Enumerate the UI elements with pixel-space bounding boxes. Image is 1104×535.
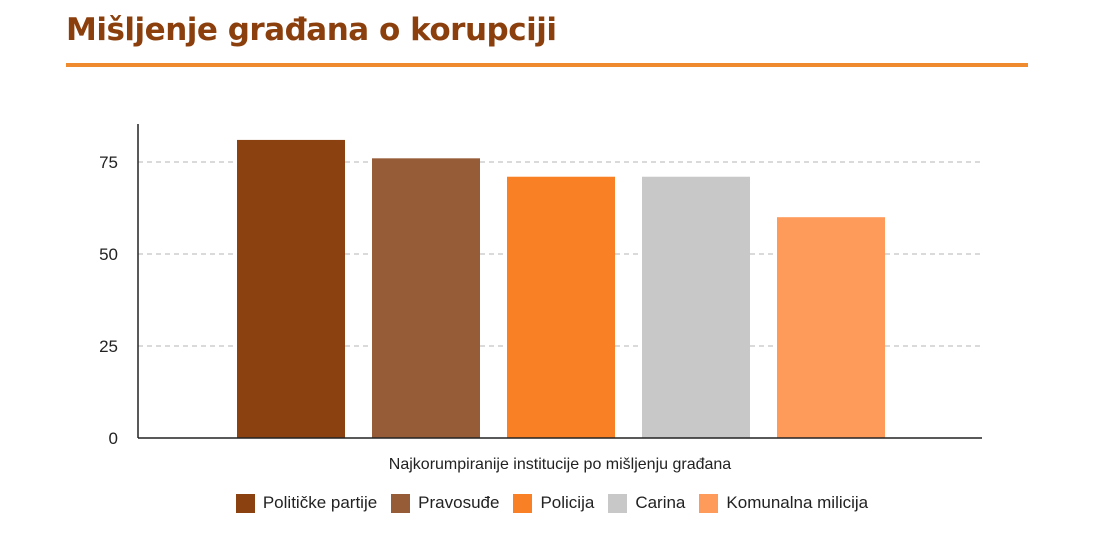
- legend-swatch: [608, 493, 628, 513]
- legend-label: Pravosuđe: [418, 493, 500, 512]
- y-tick-label-75: 75: [99, 153, 118, 172]
- legend: Političke partije Pravosuđe Policija Carina…: [0, 493, 1104, 513]
- legend-label: Carina: [635, 493, 686, 512]
- y-tick-label-50: 50: [99, 245, 118, 264]
- bar-carina[interactable]: [642, 176, 750, 438]
- legend-swatch: [391, 493, 411, 513]
- bar-pravosu-e[interactable]: [372, 158, 480, 438]
- legend-item[interactable]: Pravosuđe: [391, 493, 499, 513]
- title-underline: [66, 63, 1028, 67]
- legend-swatch: [699, 493, 719, 513]
- legend-item[interactable]: Političke partije: [235, 493, 378, 513]
- legend-swatch: [235, 493, 255, 513]
- chart-title: Mišljenje građana o korupciji: [66, 12, 557, 48]
- bar-policija[interactable]: [507, 176, 615, 438]
- legend-item[interactable]: Komunalna milicija: [699, 493, 868, 513]
- legend-item[interactable]: Carina: [608, 493, 685, 513]
- x-axis-label: Najkorumpiranije institucije po mišljenj…: [389, 456, 731, 473]
- legend-label: Policija: [540, 493, 595, 512]
- legend-label: Komunalna milicija: [726, 493, 869, 512]
- legend-item[interactable]: Policija: [513, 493, 594, 513]
- y-tick-label-25: 25: [99, 337, 118, 356]
- y-tick-label-0: 0: [109, 429, 118, 448]
- legend-label: Političke partije: [262, 493, 378, 512]
- legend-swatch: [513, 493, 533, 513]
- bar-chart: 0 25 50 75 Najkorumpiranije institucije po …: [99, 124, 982, 473]
- bar-komunalna-milicija[interactable]: [777, 217, 885, 438]
- bar-politi-ke-partije[interactable]: [237, 139, 345, 439]
